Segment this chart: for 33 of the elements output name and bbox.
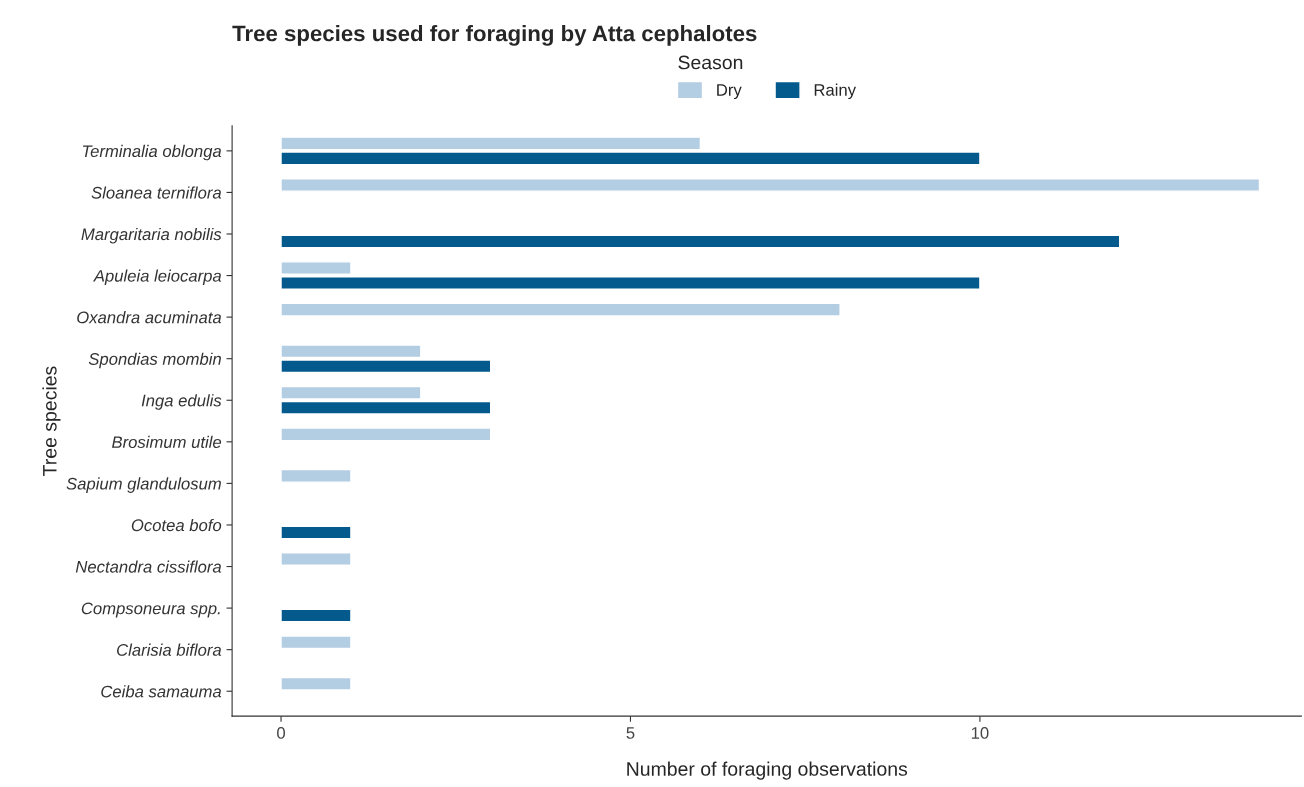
bar <box>280 676 352 691</box>
y-axis-title: Tree species <box>42 366 61 476</box>
bar <box>280 525 352 540</box>
y-tick-label: Oxandra acuminata <box>77 311 222 324</box>
y-tick-label: Compsoneura spp. <box>81 602 220 618</box>
bar <box>280 178 1261 192</box>
bar <box>280 608 352 623</box>
y-tick-label: Nectandra cissiflora <box>75 560 222 573</box>
legend-label: Rainy <box>814 83 856 100</box>
y-tick-label: Ceiba samauma <box>101 685 222 698</box>
y-tick-label: Ocotea bofo <box>131 518 222 532</box>
y-tick-label: Margaritaria nobilis <box>81 227 222 244</box>
bar <box>280 427 492 442</box>
bar <box>280 468 352 483</box>
y-tick-label: Sloanea terniflora <box>91 186 222 199</box>
x-tick-label: 10 <box>971 727 989 739</box>
y-tick-label: Brosimum utile <box>112 435 222 449</box>
x-tick-label: 5 <box>626 727 635 739</box>
bar <box>280 635 352 650</box>
bar <box>280 234 1121 249</box>
legend-title: Season <box>678 55 743 70</box>
legend-label: Dry <box>717 84 742 100</box>
x-axis-title: Number of foraging observations <box>627 761 908 780</box>
bar <box>280 302 841 317</box>
y-tick-label: Terminalia oblonga <box>82 144 222 161</box>
y-tick-label: Spondias mombin <box>88 352 221 369</box>
x-tick-label: 0 <box>277 727 286 739</box>
chart-title: Tree species used for foraging by Atta cephalotes <box>232 25 757 46</box>
y-tick-label: Inga edulis <box>141 394 222 410</box>
y-tick-label: Clarisia biflora <box>117 643 222 656</box>
bar <box>280 552 352 566</box>
y-tick-label: Apuleia leiocarpa <box>93 269 222 286</box>
y-tick-label: Sapium glandulosum <box>66 477 221 493</box>
